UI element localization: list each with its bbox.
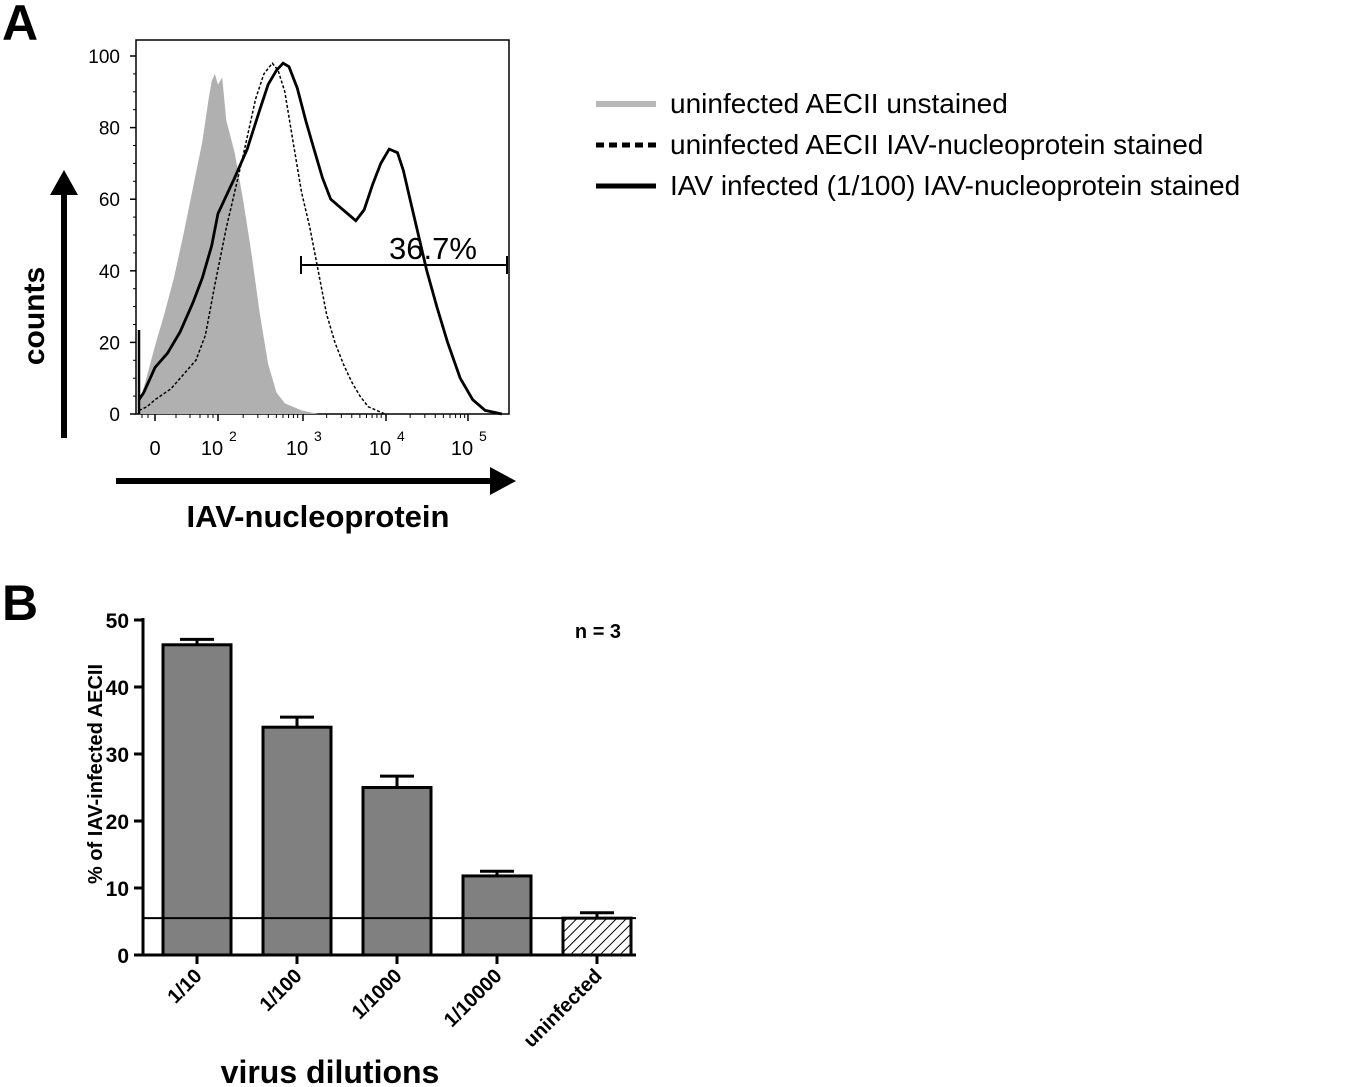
bar-y-label: % of IAV-infected AECII bbox=[85, 664, 107, 884]
legend-label-infected: IAV infected (1/100) IAV-nucleoprotein s… bbox=[670, 170, 1240, 201]
x-tick-label: 10 bbox=[286, 438, 308, 460]
y-tick-label: 60 bbox=[99, 190, 120, 211]
bar-y-tick-label: 30 bbox=[106, 744, 129, 767]
x-tick-exponent: 2 bbox=[229, 428, 237, 444]
series-unstained-area bbox=[139, 73, 319, 415]
x-tick-exponent: 4 bbox=[397, 428, 405, 444]
bar bbox=[361, 786, 433, 957]
bar-uninfected bbox=[561, 916, 633, 957]
n-annotation: n = 3 bbox=[575, 621, 621, 643]
y-tick-label: 80 bbox=[99, 119, 120, 140]
y-tick-label: 0 bbox=[109, 405, 120, 426]
x-tick-label: 10 bbox=[201, 438, 223, 460]
bar-category-label: uninfected bbox=[519, 965, 606, 1052]
y-tick-label: 40 bbox=[99, 262, 120, 283]
x-tick-exponent: 5 bbox=[479, 428, 487, 444]
x-tick-label: 10 bbox=[369, 438, 391, 460]
panel-a-letter: A bbox=[2, 0, 38, 51]
bar-y-tick-label: 40 bbox=[106, 677, 129, 700]
series-infected-line bbox=[137, 61, 503, 416]
histogram-y-label: counts bbox=[18, 267, 51, 365]
bar-y-tick-label: 0 bbox=[117, 945, 129, 968]
bar-y-tick-label: 50 bbox=[106, 610, 129, 633]
legend-label-uninfected-stained: uninfected AECII IAV-nucleoprotein stain… bbox=[670, 129, 1203, 160]
bar-category-label: 1/10 bbox=[163, 965, 206, 1008]
series-uninfected-stained-line bbox=[138, 62, 386, 415]
y-tick-label: 100 bbox=[88, 47, 120, 68]
bar bbox=[261, 725, 333, 957]
histogram-legend: uninfected AECII unstained uninfected AE… bbox=[596, 88, 1240, 201]
x-tick-exponent: 3 bbox=[314, 428, 322, 444]
y-tick-label: 20 bbox=[99, 333, 120, 354]
histogram-frame bbox=[135, 39, 510, 415]
legend-label-unstained: uninfected AECII unstained bbox=[670, 88, 1008, 119]
bar-category-label: 1/100 bbox=[256, 965, 307, 1016]
y-axis-arrowhead bbox=[50, 170, 78, 195]
bar-y-tick-label: 20 bbox=[106, 811, 129, 834]
bar-y-tick-label: 10 bbox=[106, 878, 129, 901]
histogram-chart: 0 20 40 60 80 100 0 10 2 10 3 10 4 10 5 36.7% bbox=[88, 39, 510, 460]
x-tick-label: 10 bbox=[451, 438, 473, 460]
bar-x-label: virus dilutions bbox=[221, 1054, 440, 1087]
bar-chart: 0 10 20 30 40 50 1/10 1/100 1/1000 1/10000 uninfe… bbox=[106, 610, 636, 1052]
x-tick-label: 0 bbox=[149, 438, 160, 460]
histogram-x-label: IAV-nucleoprotein bbox=[187, 499, 450, 534]
gate-percent-label: 36.7% bbox=[389, 231, 477, 266]
bar bbox=[461, 874, 533, 957]
panel-b-letter: B bbox=[2, 575, 38, 631]
x-axis-arrowhead bbox=[490, 467, 516, 495]
bar-category-label: 1/10000 bbox=[440, 965, 507, 1032]
bar-category-label: 1/1000 bbox=[348, 965, 407, 1024]
bar bbox=[161, 643, 233, 957]
